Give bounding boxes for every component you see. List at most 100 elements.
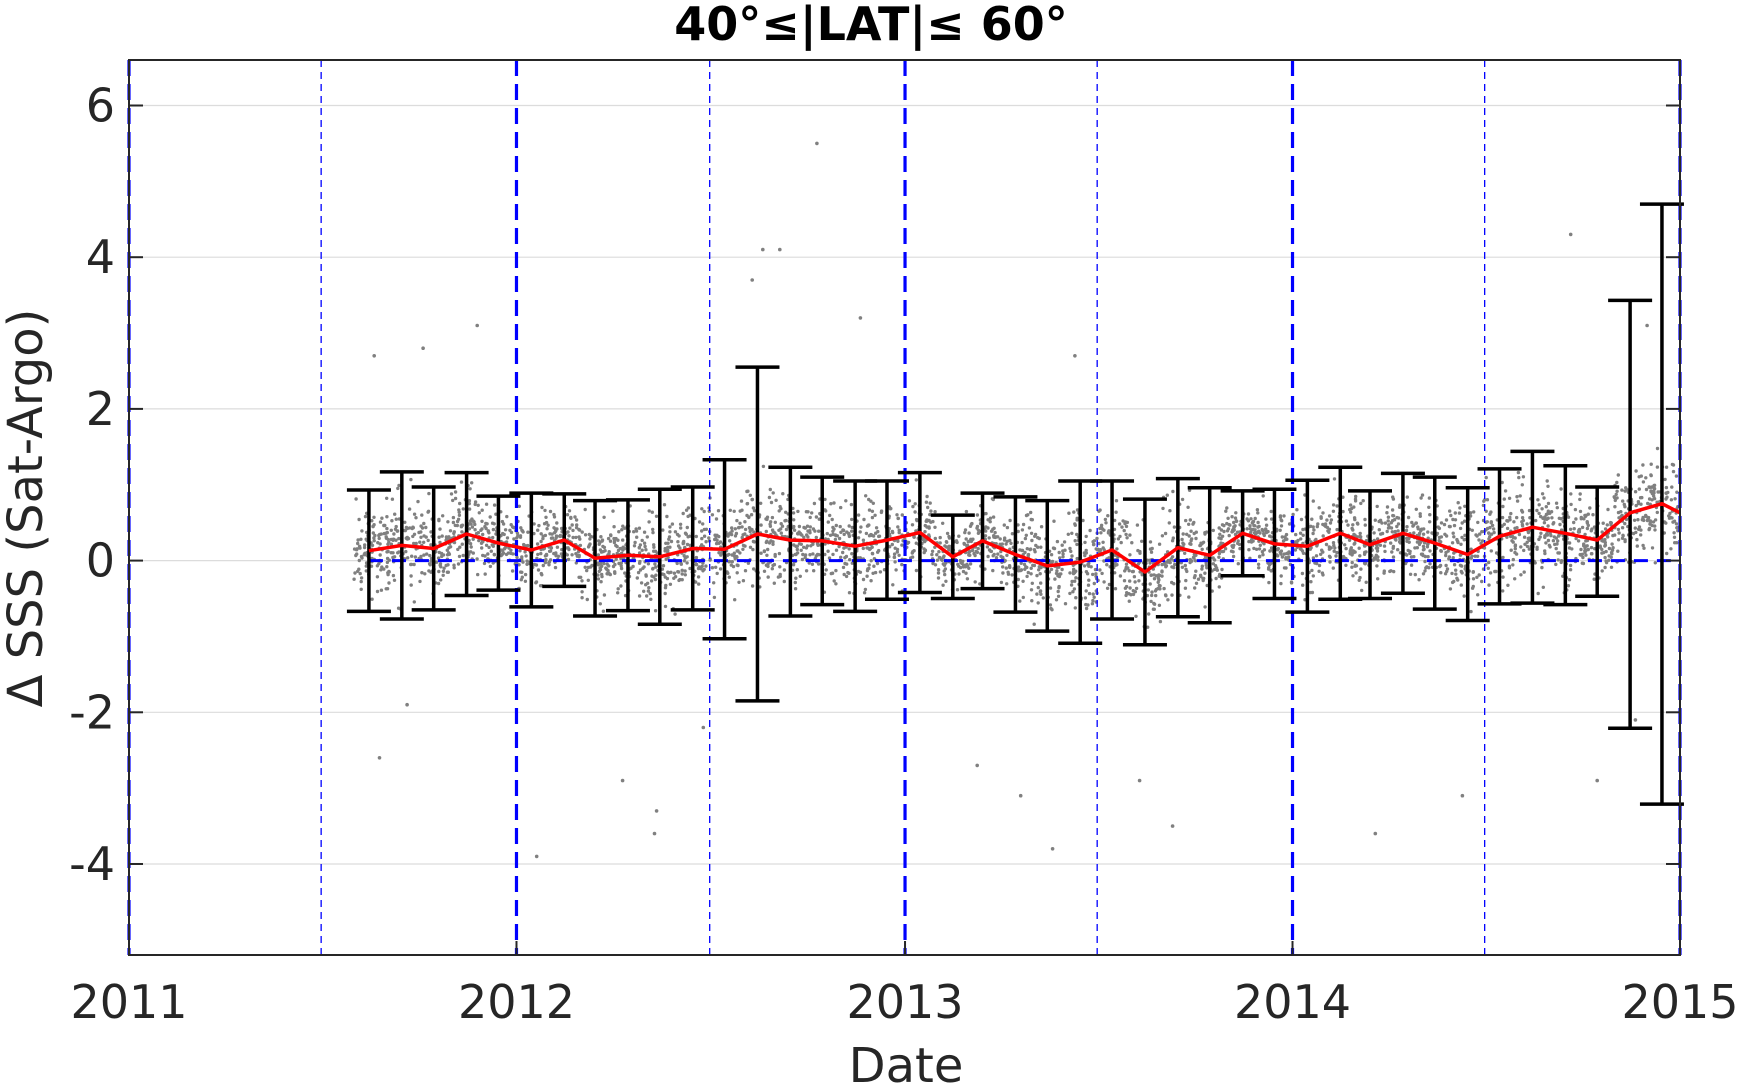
scatter-point bbox=[483, 572, 487, 576]
scatter-point bbox=[1513, 536, 1517, 540]
scatter-point bbox=[577, 575, 581, 579]
scatter-point bbox=[397, 536, 401, 541]
scatter-point bbox=[1616, 538, 1621, 542]
scatter-point bbox=[907, 499, 912, 503]
scatter-point bbox=[700, 543, 704, 547]
scatter-point bbox=[973, 553, 977, 558]
scatter-point bbox=[1588, 506, 1592, 510]
scatter-point bbox=[937, 550, 941, 554]
scatter-point bbox=[699, 567, 703, 571]
scatter-point bbox=[1472, 510, 1476, 514]
scatter-point bbox=[1486, 566, 1491, 570]
scatter-point bbox=[649, 597, 653, 601]
scatter-point bbox=[420, 513, 424, 517]
scatter-point bbox=[509, 551, 513, 556]
scatter-point bbox=[1567, 578, 1572, 582]
scatter-point bbox=[1396, 516, 1401, 520]
scatter-point bbox=[637, 551, 642, 555]
scatter-point bbox=[502, 547, 507, 551]
scatter-point bbox=[1016, 529, 1020, 534]
scatter-point bbox=[862, 517, 866, 522]
scatter-point bbox=[871, 571, 875, 575]
scatter-outlier bbox=[1373, 831, 1378, 836]
scatter-point bbox=[1613, 505, 1617, 509]
scatter-point bbox=[1333, 546, 1337, 550]
scatter-point bbox=[567, 509, 572, 513]
scatter-point bbox=[1063, 602, 1068, 606]
scatter-point bbox=[1568, 568, 1573, 572]
scatter-point bbox=[1508, 515, 1512, 519]
scatter-point bbox=[1135, 523, 1140, 527]
scatter-point bbox=[666, 570, 670, 574]
scatter-point bbox=[707, 536, 711, 540]
scatter-point bbox=[1462, 519, 1467, 523]
scatter-point bbox=[1535, 545, 1539, 549]
scatter-point bbox=[1214, 576, 1218, 581]
scatter-point bbox=[647, 509, 651, 513]
scatter-point bbox=[865, 546, 869, 550]
scatter-point bbox=[1390, 519, 1395, 523]
scatter-point bbox=[1180, 537, 1184, 542]
scatter-point bbox=[1635, 537, 1639, 542]
scatter-point bbox=[1589, 545, 1594, 550]
scatter-point bbox=[1505, 519, 1509, 523]
scatter-point bbox=[611, 509, 615, 513]
scatter-point bbox=[1511, 540, 1515, 544]
scatter-point bbox=[766, 575, 770, 579]
scatter-point bbox=[1617, 531, 1621, 535]
scatter-point bbox=[906, 540, 911, 545]
scatter-point bbox=[994, 556, 999, 560]
scatter-point bbox=[1245, 517, 1249, 521]
scatter-point bbox=[1383, 549, 1387, 554]
scatter-point bbox=[620, 547, 624, 551]
scatter-point bbox=[1616, 527, 1621, 532]
scatter-point bbox=[1649, 473, 1653, 478]
scatter-point bbox=[826, 549, 830, 553]
scatter-point bbox=[1507, 496, 1512, 500]
scatter-point bbox=[778, 565, 782, 569]
scatter-point bbox=[1671, 469, 1676, 474]
scatter-point bbox=[548, 532, 552, 536]
scatter-point bbox=[1520, 524, 1525, 528]
scatter-point bbox=[1107, 582, 1112, 587]
scatter-point bbox=[1520, 483, 1525, 487]
scatter-point bbox=[1319, 552, 1323, 556]
scatter-point bbox=[544, 515, 548, 519]
scatter-point bbox=[623, 526, 627, 530]
scatter-point bbox=[489, 549, 493, 553]
scatter-outlier bbox=[761, 247, 765, 252]
scatter-point bbox=[910, 551, 914, 555]
scatter-point bbox=[587, 532, 591, 537]
scatter-point bbox=[1201, 578, 1205, 583]
scatter-point bbox=[824, 568, 828, 572]
scatter-point bbox=[378, 520, 383, 524]
scatter-point bbox=[752, 530, 756, 534]
scatter-point bbox=[1029, 572, 1033, 576]
scatter-point bbox=[825, 531, 829, 536]
scatter-point bbox=[1088, 528, 1092, 533]
scatter-point bbox=[1171, 489, 1175, 494]
scatter-point bbox=[1623, 489, 1627, 493]
scatter-point bbox=[526, 530, 530, 534]
scatter-point bbox=[1030, 599, 1034, 603]
scatter-point bbox=[1258, 554, 1262, 558]
scatter-point bbox=[573, 515, 577, 519]
scatter-point bbox=[375, 575, 380, 579]
scatter-point bbox=[936, 568, 941, 572]
scatter-point bbox=[1316, 522, 1320, 526]
scatter-point bbox=[638, 568, 643, 572]
scatter-point bbox=[1157, 573, 1161, 577]
scatter-point bbox=[1452, 563, 1457, 567]
scatter-point bbox=[732, 551, 736, 555]
scatter-point bbox=[598, 602, 602, 606]
scatter-point bbox=[935, 553, 939, 557]
scatter-point bbox=[784, 518, 788, 523]
scatter-point bbox=[782, 568, 787, 572]
scatter-point bbox=[743, 544, 747, 548]
scatter-point bbox=[1084, 548, 1088, 553]
scatter-point bbox=[1546, 484, 1550, 488]
scatter-point bbox=[1160, 569, 1164, 573]
scatter-point bbox=[639, 581, 644, 585]
scatter-point bbox=[964, 537, 968, 541]
scatter-point bbox=[808, 525, 812, 529]
